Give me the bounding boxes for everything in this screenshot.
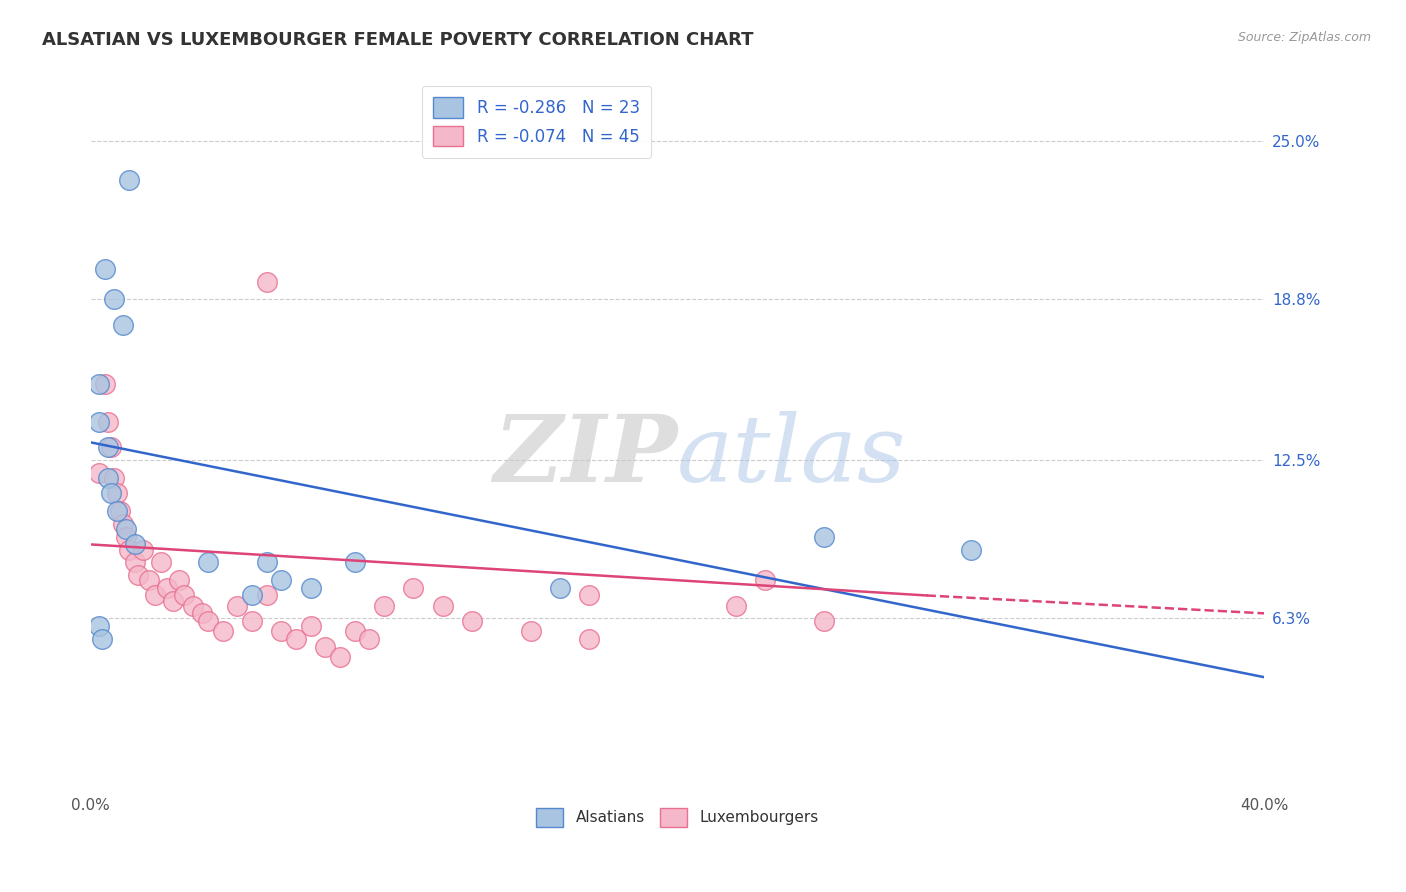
- Point: [94, 376, 117, 391]
- Point: [89, 619, 111, 633]
- Point: [91, 632, 114, 646]
- Point: [132, 542, 155, 557]
- Point: [150, 555, 173, 569]
- Point: [105, 504, 128, 518]
- Point: [270, 573, 292, 587]
- Text: Source: ZipAtlas.com: Source: ZipAtlas.com: [1237, 31, 1371, 45]
- Point: [197, 555, 219, 569]
- Point: [100, 441, 122, 455]
- Point: [211, 624, 233, 639]
- Point: [197, 614, 219, 628]
- Point: [329, 649, 352, 664]
- Point: [100, 486, 122, 500]
- Point: [138, 573, 160, 587]
- Point: [359, 632, 381, 646]
- Point: [124, 537, 146, 551]
- Point: [97, 471, 120, 485]
- Point: [724, 599, 747, 613]
- Point: [167, 573, 190, 587]
- Point: [191, 607, 214, 621]
- Point: [813, 530, 835, 544]
- Point: [114, 522, 136, 536]
- Point: [114, 530, 136, 544]
- Point: [89, 466, 111, 480]
- Point: [173, 589, 195, 603]
- Point: [548, 581, 571, 595]
- Point: [432, 599, 454, 613]
- Point: [181, 599, 204, 613]
- Legend: Alsatians, Luxembourgers: Alsatians, Luxembourgers: [529, 800, 827, 834]
- Point: [813, 614, 835, 628]
- Point: [314, 640, 336, 654]
- Point: [461, 614, 484, 628]
- Point: [256, 555, 278, 569]
- Point: [124, 555, 146, 569]
- Point: [299, 581, 322, 595]
- Point: [256, 275, 278, 289]
- Point: [256, 589, 278, 603]
- Point: [103, 293, 125, 307]
- Point: [343, 624, 366, 639]
- Point: [127, 568, 149, 582]
- Point: [89, 376, 111, 391]
- Point: [156, 581, 179, 595]
- Point: [519, 624, 541, 639]
- Point: [343, 555, 366, 569]
- Point: [299, 619, 322, 633]
- Point: [959, 542, 981, 557]
- Point: [97, 441, 120, 455]
- Point: [270, 624, 292, 639]
- Point: [108, 504, 131, 518]
- Point: [97, 415, 120, 429]
- Point: [89, 415, 111, 429]
- Point: [118, 542, 141, 557]
- Text: ZIP: ZIP: [494, 411, 678, 501]
- Point: [94, 261, 117, 276]
- Point: [105, 486, 128, 500]
- Point: [143, 589, 166, 603]
- Point: [373, 599, 395, 613]
- Point: [240, 589, 263, 603]
- Point: [162, 593, 184, 607]
- Point: [754, 573, 776, 587]
- Point: [578, 632, 600, 646]
- Point: [111, 516, 134, 531]
- Point: [284, 632, 307, 646]
- Point: [103, 471, 125, 485]
- Point: [118, 172, 141, 186]
- Point: [402, 581, 425, 595]
- Point: [226, 599, 249, 613]
- Point: [111, 318, 134, 332]
- Point: [578, 589, 600, 603]
- Text: ALSATIAN VS LUXEMBOURGER FEMALE POVERTY CORRELATION CHART: ALSATIAN VS LUXEMBOURGER FEMALE POVERTY …: [42, 31, 754, 49]
- Point: [240, 614, 263, 628]
- Text: atlas: atlas: [678, 411, 907, 501]
